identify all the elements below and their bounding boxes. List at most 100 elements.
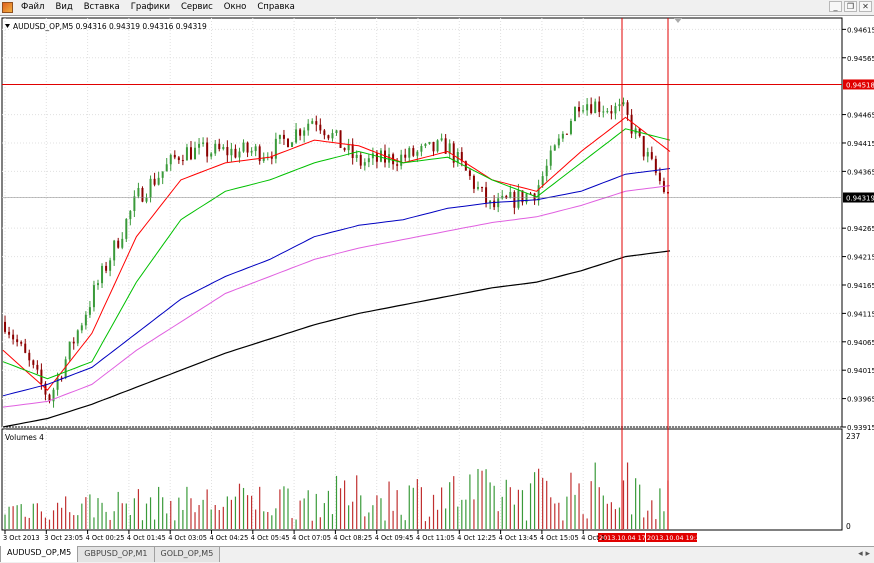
time-tick-label: 4 Oct 09:45 [375, 534, 414, 542]
chart-shift-marker-icon[interactable] [674, 18, 682, 23]
candle-bear [226, 147, 229, 156]
candle-bull [537, 185, 540, 201]
candle-bear [189, 147, 192, 160]
time-tick-label: 4 Oct 03:05 [168, 534, 207, 542]
ma-green-line [2, 128, 671, 380]
menu-charts[interactable]: Графики [130, 2, 170, 12]
candle-bull [210, 153, 213, 157]
time-tick-label: 4 Oct 11:05 [416, 534, 455, 542]
candle-bear [472, 175, 475, 189]
candle-bear [286, 138, 289, 147]
collapse-triangle-icon[interactable] [5, 24, 10, 28]
candle-bull [222, 147, 225, 150]
candle-bull [80, 325, 83, 331]
candle-bull [64, 359, 67, 378]
candle-bear [533, 193, 536, 201]
candle-bull [214, 143, 217, 154]
chart-window[interactable]: 2013.10.04 17:5 2013.10.04 19:25 0.94615 0… [0, 15, 874, 546]
price-axis: 0.94615 0.94565 0.94518 0.94465 0.94415 0.943… [842, 26, 874, 432]
candle-bear [658, 172, 661, 182]
candle-bull [311, 121, 314, 124]
candle-bull [509, 192, 512, 199]
ma-blue-line [2, 168, 671, 397]
time-tick-label: 4 Oct 07:05 [292, 534, 331, 542]
candle-bull [347, 144, 350, 151]
candle-bull [436, 140, 439, 152]
time-tick-label: 4 Oct 00:25 [86, 534, 125, 542]
candle-bull [335, 130, 338, 134]
candle-bull [262, 157, 265, 161]
candle-bear [270, 156, 273, 159]
volume-bars [4, 462, 669, 529]
candle-bear [36, 364, 39, 370]
candle-bull [121, 238, 124, 248]
candle-bear [44, 383, 47, 395]
candle-bull [541, 176, 544, 186]
candle-bear [343, 147, 346, 151]
tab-gbpusd[interactable]: GBPUSD_OP,M1 [78, 547, 155, 562]
candle-bear [375, 153, 378, 162]
menu-insert[interactable]: Вставка [83, 2, 120, 12]
candle-bear [481, 187, 484, 189]
candle-bull [194, 147, 197, 160]
candle-bull [646, 152, 649, 157]
candle-bear [513, 192, 516, 208]
candle-bear [28, 352, 31, 361]
restore-icon[interactable]: ❐ [844, 1, 857, 12]
tab-audusd[interactable]: AUDUSD_OP,M5 [0, 546, 79, 562]
menu-help[interactable]: Справка [257, 2, 295, 12]
menu-view[interactable]: Вид [55, 2, 73, 12]
candle-bull [448, 143, 451, 154]
candle-bear [452, 143, 455, 163]
menu-tools[interactable]: Сервис [181, 2, 213, 12]
price-tick-label: 0.94065 [847, 339, 874, 347]
candle-bear [630, 114, 633, 134]
candle-bull [238, 151, 241, 158]
candle-bear [650, 152, 653, 159]
candle-bull [68, 341, 71, 360]
menu-window[interactable]: Окно [223, 2, 247, 12]
candle-bear [181, 160, 184, 162]
volume-pane-frame [1, 428, 843, 531]
candle-bear [72, 341, 75, 344]
candle-bear [396, 164, 399, 166]
tab-scroll-icon[interactable]: ◂ ▸ [858, 549, 870, 559]
current-price-badge [843, 192, 874, 203]
candle-bull [274, 138, 277, 159]
candle-bear [654, 158, 657, 173]
candle-bear [610, 111, 613, 114]
menu-file[interactable]: Файл [21, 2, 45, 12]
close-icon[interactable]: ✕ [859, 1, 872, 12]
candle-bull [501, 195, 504, 199]
price-tick-label: 0.94215 [847, 254, 874, 262]
candle-bull [618, 104, 621, 107]
candle-bear [16, 339, 19, 343]
candle-bull [440, 138, 443, 141]
candle-bear [258, 146, 261, 161]
current-price-label: 0.94319 [846, 195, 874, 203]
candle-bull [198, 143, 201, 148]
candle-bull [400, 154, 403, 166]
candle-bear [404, 154, 407, 158]
candle-bear [117, 240, 120, 248]
app-icon[interactable] [2, 2, 13, 13]
candle-bull [371, 153, 374, 159]
candle-bull [88, 307, 91, 315]
candle-bull [489, 200, 492, 203]
tab-gold[interactable]: GOLD_OP,M5 [154, 547, 221, 562]
candle-bear [626, 102, 629, 115]
candle-bull [56, 377, 59, 390]
time-tick-label: 4 Oct 12:25 [457, 534, 496, 542]
candle-bull [428, 141, 431, 144]
candle-bull [545, 165, 548, 177]
volume-min-label: 0 [846, 522, 851, 531]
candle-bull [363, 162, 366, 166]
minimize-icon[interactable]: _ [829, 1, 842, 12]
volume-max-label: 237 [846, 432, 861, 441]
price-tick-label: 0.94465 [847, 112, 874, 120]
candle-bear [4, 321, 7, 332]
candle-bull [517, 190, 520, 208]
candle-bear [359, 154, 362, 166]
candle-bull [557, 138, 560, 146]
